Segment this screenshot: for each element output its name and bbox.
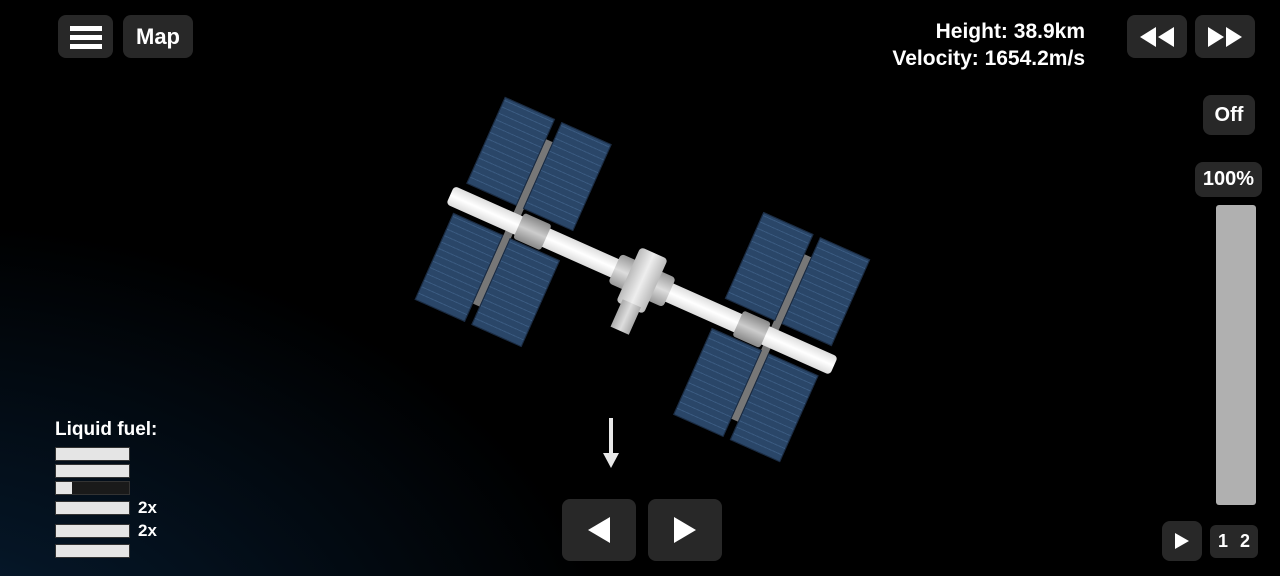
velocity-value: 1654.2m/s [985, 47, 1085, 70]
fuel-bar-row: 2x [55, 521, 157, 541]
play-icon [1173, 532, 1191, 550]
fuel-bar [55, 447, 130, 461]
fuel-bar-row [55, 464, 157, 478]
spacecraft-space-station[interactable] [397, 85, 882, 484]
fuel-bar-row [55, 447, 157, 461]
steer-left-button[interactable] [562, 499, 636, 561]
height-value: 38.9km [1014, 20, 1085, 43]
stage-activate-button[interactable] [1162, 521, 1202, 561]
triangle-left-icon [584, 515, 614, 545]
fuel-bar-row [55, 481, 157, 495]
telemetry-readout: Height: 38.9km Velocity: 1654.2m/s [892, 18, 1085, 73]
stage-1: 1 [1214, 531, 1232, 552]
velocity-direction-arrow [602, 418, 620, 473]
timewarp-faster-button[interactable] [1195, 15, 1255, 58]
fuel-bar [55, 501, 130, 515]
fuel-panel: Liquid fuel: 2x 2x [55, 419, 157, 561]
fuel-bar [55, 544, 130, 558]
fuel-bar [55, 464, 130, 478]
throttle-slider[interactable] [1216, 205, 1256, 505]
steer-right-button[interactable] [648, 499, 722, 561]
map-button[interactable]: Map [123, 15, 193, 58]
fastforward-icon [1206, 25, 1244, 49]
stage-indicator[interactable]: 1 2 [1210, 525, 1258, 558]
fuel-bar-row [55, 544, 157, 558]
timewarp-slower-button[interactable] [1127, 15, 1187, 58]
fuel-bar-label: 2x [138, 521, 157, 541]
velocity-label: Velocity: [892, 47, 984, 70]
fuel-bar-label: 2x [138, 498, 157, 518]
hamburger-icon [70, 25, 102, 49]
fuel-title: Liquid fuel: [55, 419, 157, 441]
menu-button[interactable] [58, 15, 113, 58]
fuel-bar [55, 481, 130, 495]
throttle-percent: 100% [1195, 162, 1262, 197]
rewind-icon [1138, 25, 1176, 49]
triangle-right-icon [670, 515, 700, 545]
stage-2: 2 [1236, 531, 1254, 552]
fuel-bar-row: 2x [55, 498, 157, 518]
engine-off-button[interactable]: Off [1203, 95, 1255, 135]
height-label: Height: [936, 20, 1014, 43]
fuel-bar [55, 524, 130, 538]
